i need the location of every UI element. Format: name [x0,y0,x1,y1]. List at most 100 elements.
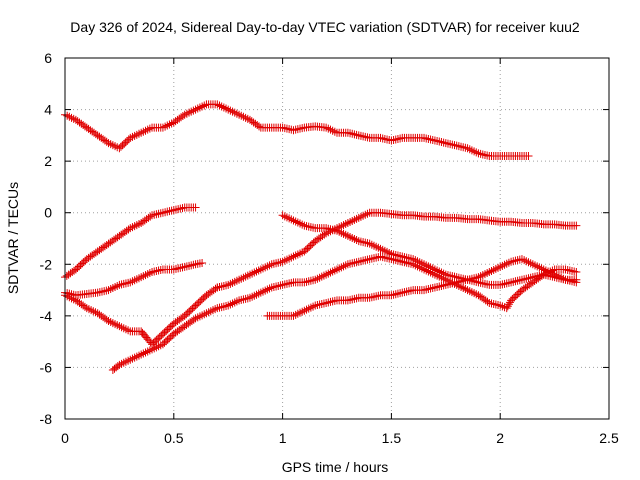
data-point-marker [517,275,526,284]
data-point-marker [350,130,359,139]
data-point-marker [217,303,226,312]
data-point-marker [367,293,376,302]
data-point-marker [348,129,357,138]
data-point-marker [169,206,178,215]
data-point-marker [326,297,335,306]
data-point-marker [241,294,250,303]
data-point-marker [274,281,283,290]
data-point-marker [356,131,365,140]
data-point-marker [443,139,452,148]
series-2 [61,203,200,282]
data-point-marker [372,253,381,262]
data-point-marker [524,151,533,160]
data-point-marker [491,300,500,309]
data-point-marker [293,125,302,134]
data-point-marker [309,223,318,232]
data-point-marker [511,256,520,265]
data-point-marker [439,138,448,147]
data-point-marker [428,135,437,144]
series-1 [61,100,533,160]
data-point-marker [100,287,109,296]
data-point-marker [169,265,178,274]
data-point-marker [372,292,381,301]
data-point-marker [146,212,155,221]
data-point-marker [361,256,370,265]
data-point-marker [435,282,444,291]
y-tick-label: 4 [44,102,52,118]
data-point-marker [391,290,400,299]
data-point-marker [359,256,368,265]
data-point-marker [476,278,485,287]
data-point-marker [374,291,383,300]
data-point-marker [274,258,283,267]
data-point-marker [502,279,511,288]
data-point-marker [189,260,198,269]
y-axis-tick-labels: -8 -6 -4 -2 0 2 4 6 [40,50,53,427]
y-tick-label: -8 [40,411,53,427]
data-point-marker [280,124,289,133]
data-point-marker [152,266,161,275]
x-tick-label: 0 [61,430,69,446]
data-point-marker [198,258,207,267]
data-point-marker [402,253,411,262]
data-point-marker [570,267,579,276]
data-point-marker [350,294,359,303]
data-point-marker [167,206,176,215]
data-point-marker [396,289,405,298]
data-point-marker [176,263,185,272]
data-point-marker [494,301,503,310]
data-point-marker [448,140,457,149]
data-point-marker [178,204,187,213]
data-point-marker [176,204,185,213]
data-point-marker [426,135,435,144]
data-point-marker [174,205,183,214]
data-point-marker [483,280,492,289]
data-point-marker [452,273,461,282]
data-point-marker [520,275,529,284]
data-point-marker [306,223,315,232]
y-tick-label: -2 [40,256,53,272]
data-point-marker [121,279,130,288]
data-point-marker [430,283,439,292]
data-point-marker [154,209,163,218]
data-point-marker [406,286,415,295]
data-point-marker [306,276,315,285]
data-point-marker [285,125,294,134]
data-point-marker [239,295,248,304]
data-point-marker [474,278,483,287]
axis-ticks [64,57,610,420]
data-point-marker [185,261,194,270]
x-tick-label: 0.5 [164,430,184,446]
data-point-marker [317,299,326,308]
data-point-marker [380,134,389,143]
data-point-marker [343,128,352,137]
data-point-marker [439,281,448,290]
data-point-marker [378,134,387,143]
data-point-marker [563,265,572,274]
data-point-marker [365,293,374,302]
data-point-marker [504,278,513,287]
data-point-marker [478,279,487,288]
data-point-marker [572,221,581,230]
data-point-marker [95,288,104,297]
data-point-marker [348,259,357,268]
data-point-marker [324,298,333,307]
data-point-marker [511,277,520,286]
data-point-marker [276,281,285,290]
y-axis-label: SDTVAR / TECUs [5,182,21,294]
data-point-marker [400,253,409,262]
x-tick-label: 1 [279,430,287,446]
data-point-marker [383,135,392,144]
y-tick-label: -4 [40,308,53,324]
data-point-marker [361,238,370,247]
data-point-marker [315,300,324,309]
data-point-marker [298,124,307,133]
data-point-marker [156,265,165,274]
x-axis-label: GPS time / hours [282,459,389,475]
x-axis-tick-labels: 0 0.5 1 1.5 2 2.5 [61,430,619,446]
data-point-marker [509,277,518,286]
data-point-marker [287,278,296,287]
data-point-marker [393,251,402,260]
data-point-marker [433,282,442,291]
data-point-marker [483,151,492,160]
